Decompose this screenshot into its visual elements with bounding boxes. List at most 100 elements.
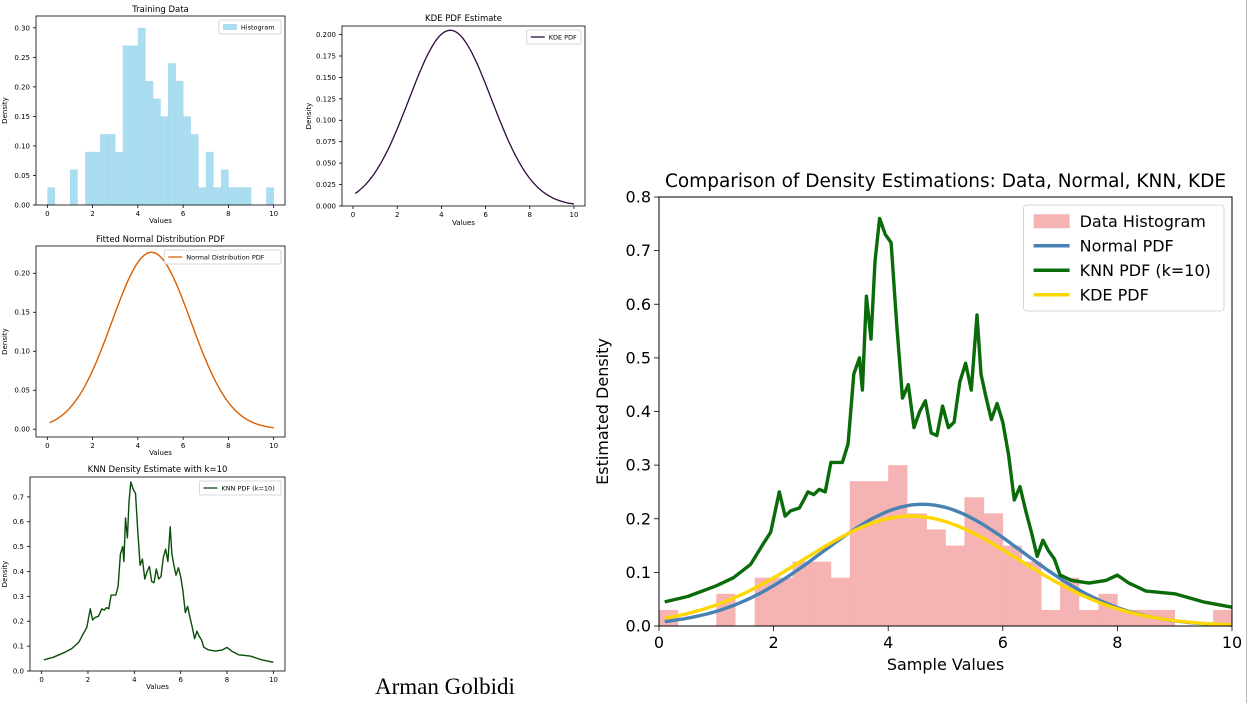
- histogram-bar: [792, 561, 813, 626]
- histogram-bar: [107, 134, 116, 205]
- x-tick-label: 8: [1112, 633, 1122, 652]
- y-tick-label: 0.075: [316, 138, 336, 146]
- x-tick-label: 8: [226, 442, 230, 450]
- histogram-bar: [773, 577, 793, 626]
- chart-title: Training Data: [131, 5, 189, 15]
- y-tick-label: 0.05: [14, 172, 30, 180]
- axes-frame: [341, 25, 586, 207]
- histogram-bar: [85, 151, 93, 205]
- x-tick-label: 4: [136, 442, 141, 450]
- y-tick-label: 0.05: [14, 387, 30, 395]
- histogram-bar: [926, 529, 946, 626]
- x-tick-label: 8: [528, 211, 532, 219]
- x-tick-label: 2: [90, 442, 94, 450]
- y-tick-label: 0.8: [626, 188, 651, 207]
- x-tick-label: 2: [395, 211, 399, 219]
- x-axis-label: Values: [149, 217, 172, 225]
- y-tick-label: 0.00: [14, 201, 30, 209]
- legend-label: Normal Distribution PDF: [186, 253, 264, 261]
- x-tick-label: 4: [132, 676, 137, 684]
- y-axis-label: Density: [1, 561, 9, 588]
- legend-label: Data Histogram: [1080, 212, 1206, 231]
- y-axis-label: Density: [305, 103, 313, 130]
- legend-label: KDE PDF: [1080, 286, 1149, 305]
- x-tick-label: 6: [178, 676, 183, 684]
- knn-density-chart: KNN Density Estimate with k=10 0 2 4 6 8 10 0.0…: [1, 465, 286, 691]
- x-axis-label: Sample Values: [887, 655, 1004, 674]
- histogram-bar: [160, 116, 169, 205]
- y-axis-label: Density: [1, 97, 9, 124]
- series-line-kde-pdf: [354, 29, 575, 205]
- y-tick-label: 0.30: [14, 24, 30, 32]
- histogram-bar: [1213, 609, 1233, 626]
- x-tick-label: 6: [998, 633, 1008, 652]
- x-tick-label: 10: [1222, 633, 1242, 652]
- y-tick-label: 0.5: [13, 543, 24, 551]
- y-tick-label: 0.4: [626, 402, 651, 421]
- y-tick-label: 0.050: [316, 160, 336, 168]
- histogram-bar: [167, 63, 176, 205]
- series-line-knn-pdf-k-10-: [43, 481, 274, 663]
- histogram-bar: [145, 80, 154, 205]
- y-tick-label: 0.6: [626, 295, 651, 314]
- y-tick-label: 0.2: [13, 618, 24, 626]
- histogram-bar: [198, 187, 207, 205]
- y-tick-label: 0.150: [316, 74, 336, 82]
- x-tick-label: 0: [45, 442, 49, 450]
- legend-label: Histogram: [241, 23, 275, 31]
- y-tick-label: 0.15: [14, 113, 30, 121]
- x-axis-label: Values: [149, 449, 172, 457]
- legend-label: KNN PDF (k=10): [1080, 261, 1211, 280]
- y-tick-label: 0.5: [626, 348, 651, 367]
- chart-title: Comparison of Density Estimations: Data,…: [665, 171, 1226, 192]
- histogram-bar: [235, 187, 244, 205]
- y-tick-label: 0.20: [14, 270, 30, 278]
- chart-title: KNN Density Estimate with k=10: [88, 465, 228, 475]
- histogram-bar: [190, 134, 199, 205]
- series-line-normal-distribution-pdf: [49, 251, 274, 429]
- legend-swatch: [1033, 214, 1070, 229]
- histogram-bar: [69, 169, 78, 205]
- histogram-bar: [945, 545, 965, 626]
- x-tick-label: 8: [225, 676, 229, 684]
- histogram-bar: [1002, 545, 1023, 626]
- y-tick-label: 0.100: [316, 117, 336, 125]
- training-data-chart: Training Data 0 2 4 6 8 10 0.00 0.05 0.10 0.15 0.20…: [1, 5, 286, 225]
- series-line-kde-pdf: [664, 514, 1233, 627]
- x-axis-label: Values: [146, 683, 169, 691]
- x-tick-label: 10: [269, 676, 278, 684]
- y-tick-label: 0.000: [316, 202, 336, 210]
- legend-box: [218, 19, 282, 35]
- histogram-bar: [1079, 609, 1099, 626]
- author-name: Arman Golbidi: [375, 674, 515, 699]
- histogram-bar: [115, 151, 123, 205]
- x-tick-label: 6: [181, 210, 186, 218]
- kde-pdf-chart: KDE PDF Estimate 0 2 4 6 8 10 0.000 0.025 0.050 0.…: [305, 14, 586, 227]
- y-tick-label: 0.7: [626, 241, 651, 260]
- y-tick-label: 0.0: [13, 667, 24, 675]
- normal-pdf-chart: Fitted Normal Distribution PDF 0 2 4 6 8 10 0.0…: [1, 235, 286, 457]
- x-tick-label: 0: [45, 210, 49, 218]
- legend-label: KDE PDF: [549, 33, 577, 41]
- x-tick-label: 4: [136, 210, 141, 218]
- histogram-bar: [849, 481, 870, 626]
- histogram-bar: [153, 98, 161, 205]
- page-edge-divider: [1246, 0, 1247, 703]
- y-tick-label: 0.200: [316, 31, 336, 39]
- legend-box: [1023, 204, 1225, 312]
- x-tick-label: 2: [769, 633, 779, 652]
- series-line-knn-pdf-k-10-: [664, 216, 1233, 609]
- x-tick-label: 4: [883, 633, 893, 652]
- legend-swatch: [222, 24, 237, 30]
- y-tick-label: 0.1: [626, 563, 651, 582]
- histogram-bar: [137, 27, 146, 205]
- y-tick-label: 0.6: [13, 518, 25, 526]
- legend-label: KNN PDF (k=10): [221, 484, 274, 492]
- histogram-bar: [830, 577, 851, 626]
- x-tick-label: 10: [269, 210, 278, 218]
- y-axis-label: Estimated Density: [593, 338, 612, 485]
- y-tick-label: 0.2: [626, 509, 651, 528]
- histogram-bar: [888, 465, 908, 626]
- x-tick-label: 10: [269, 442, 278, 450]
- histogram-bar: [205, 151, 214, 205]
